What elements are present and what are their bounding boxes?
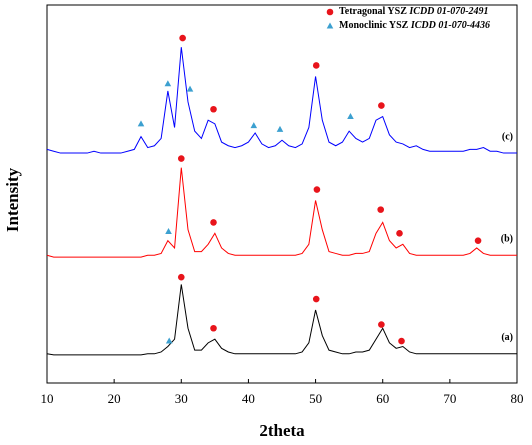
peak-marker [210, 219, 217, 226]
peak-marker [250, 122, 258, 129]
x-tick-label: 60 [376, 391, 389, 406]
peak-marker [210, 324, 217, 332]
peak-marker [165, 228, 172, 235]
peak-marker [378, 102, 385, 109]
legend-phase: Monoclinic YSZ [339, 20, 409, 31]
xrd-line [46, 47, 517, 154]
peak-marker [177, 155, 185, 162]
peak-marker [313, 186, 321, 193]
peak-marker [276, 125, 284, 132]
peak-marker [186, 85, 194, 92]
peak-marker [347, 113, 354, 120]
legend-phase: Tetragonal YSZ [339, 6, 407, 17]
peak-marker [210, 105, 217, 113]
peak-marker [377, 206, 385, 213]
legend-reference: ICDD 01-070-2491 [408, 6, 488, 17]
peak-marker [312, 62, 320, 69]
xrd-line [46, 167, 517, 258]
peak-marker [179, 34, 186, 42]
x-axis-title: 2theta [259, 421, 305, 440]
series-label: (b) [501, 234, 513, 245]
peak-marker [164, 80, 172, 87]
series-label: (c) [502, 131, 513, 142]
peak-marker [474, 237, 482, 244]
x-tick-label: 30 [175, 391, 188, 406]
x-tick-label: 70 [443, 391, 456, 406]
legend-reference: ICDD 01-070-4436 [410, 20, 490, 31]
x-tick-label: 50 [309, 391, 322, 406]
peak-marker [137, 120, 145, 127]
legend-marker [326, 22, 334, 29]
xrd-line [46, 284, 517, 356]
y-axis-title: Intensity [3, 167, 22, 232]
peak-marker [312, 295, 320, 303]
plot-frame [46, 4, 518, 384]
peak-marker [398, 337, 405, 345]
x-tick-label: 80 [511, 391, 524, 406]
legend-label: Monoclinic YSZ ICDD 01-070-4436 [339, 20, 490, 31]
x-tick-label: 10 [41, 391, 54, 406]
legend-label: Tetragonal YSZ ICDD 01-070-2491 [339, 6, 489, 17]
peak-marker [177, 273, 185, 281]
series-label: (a) [501, 332, 513, 343]
x-tick-label: 20 [108, 391, 121, 406]
x-tick-label: 40 [242, 391, 255, 406]
peak-marker [396, 230, 403, 237]
legend-marker [326, 8, 334, 16]
peak-marker [378, 321, 385, 328]
peak-marker [165, 337, 173, 344]
